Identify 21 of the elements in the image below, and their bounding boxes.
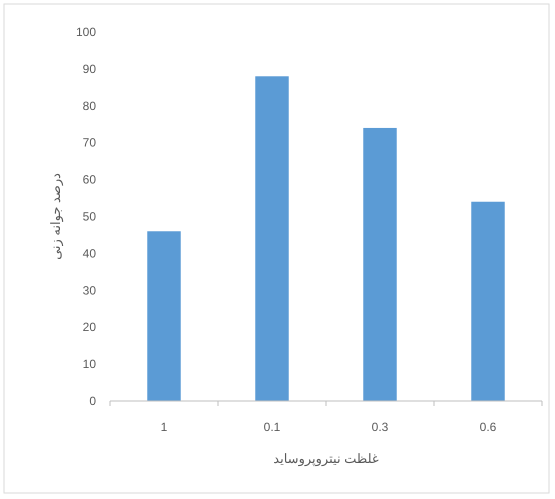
x-axis-title: غلظت نیتروپروساید bbox=[273, 451, 379, 467]
x-tick-label: 0.1 bbox=[264, 420, 281, 434]
bar bbox=[471, 202, 505, 401]
x-tick-label: 0.3 bbox=[372, 420, 389, 434]
y-tick-label: 40 bbox=[82, 246, 96, 260]
y-axis-title: درصد جوانه زنی bbox=[48, 172, 64, 260]
bar bbox=[147, 231, 181, 401]
y-tick-label: 0 bbox=[89, 394, 96, 408]
y-tick-label: 60 bbox=[82, 172, 96, 187]
y-tick-label: 10 bbox=[82, 357, 96, 372]
y-tick-label: 100 bbox=[76, 25, 96, 39]
y-tick-label: 90 bbox=[82, 62, 96, 76]
y-tick-label: 50 bbox=[82, 210, 96, 224]
y-tick-label: 70 bbox=[82, 136, 96, 150]
y-tick-label: 80 bbox=[82, 98, 96, 113]
y-tick-label: 20 bbox=[82, 320, 96, 334]
x-tick-label: 0.6 bbox=[480, 420, 497, 434]
y-tick-label: 30 bbox=[82, 283, 96, 298]
x-tick-label: 1 bbox=[160, 420, 168, 434]
bar bbox=[363, 128, 397, 401]
bar bbox=[255, 76, 289, 401]
